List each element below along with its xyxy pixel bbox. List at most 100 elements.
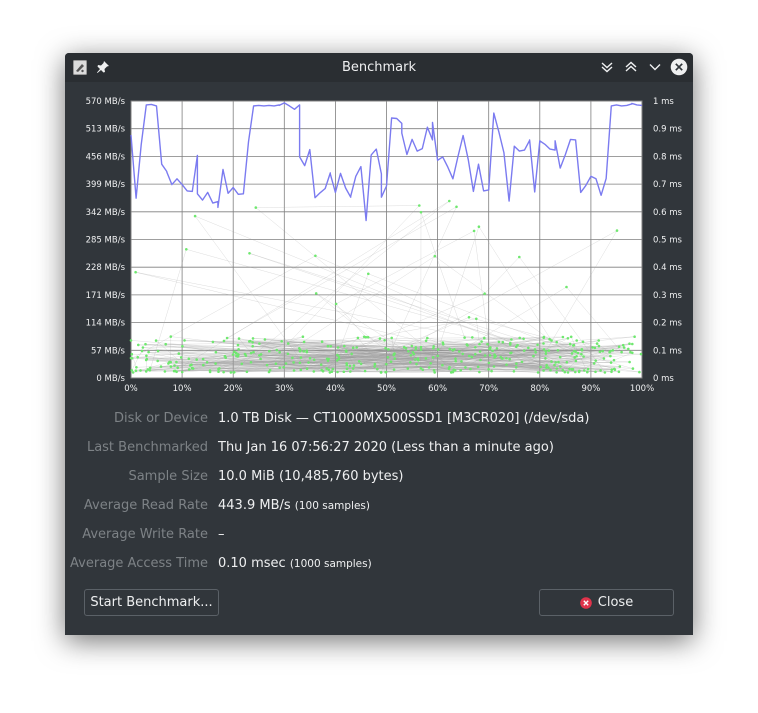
access-time-point [522,337,525,341]
access-time-point [308,356,312,360]
access-time-point [476,365,480,369]
access-time-point [325,357,329,361]
access-time-point [448,365,451,369]
y-left-tick-label: 570 MB/s [86,97,126,107]
access-time-point [469,367,472,371]
access-time-point [539,365,542,369]
access-time-point [533,348,537,351]
minimize-icon[interactable] [646,58,664,76]
access-time-point [335,359,339,362]
access-time-point [359,362,363,366]
access-time-point [470,355,474,359]
detail-label: Average Write Rate [82,527,208,542]
access-time-point [205,361,209,364]
drive-harddisk-icon[interactable] [72,59,88,75]
access-time-point [617,345,621,348]
access-time-point [291,356,294,360]
access-time-point [284,362,288,365]
benchmark-chart: 0% 10% 20% 30% 40% 50% 60% 70% 80% 90% 100% 0 MB/s 0… [86,97,683,394]
access-time-point [414,346,418,349]
access-time-point [527,346,530,350]
access-time-point [390,336,394,340]
access-time-point [352,364,356,367]
access-time-point [146,368,150,371]
access-time-point [163,370,167,373]
detail-label: Sample Size [128,469,208,484]
detail-label: Disk or Device [114,411,208,426]
access-time-point [515,362,518,366]
access-time-point [595,342,599,345]
access-time-point [356,336,360,340]
y-left-tick-label: 228 MB/s [86,263,126,273]
keep-above-icon[interactable] [622,58,640,76]
access-time-point [536,371,540,374]
access-time-point [566,371,570,374]
access-time-point [141,346,145,349]
access-time-point [497,340,501,344]
access-time-point [298,350,302,353]
access-time-point [609,354,612,358]
access-time-point [187,357,191,361]
access-time-point [312,358,316,362]
access-time-point [402,345,406,349]
access-time-point [494,354,497,358]
detail-note: (1000 samples) [289,558,372,570]
access-time-point [633,335,636,338]
window-title: Benchmark [341,60,417,75]
access-time-point [542,369,545,372]
access-time-point [173,364,176,367]
access-time-point [129,339,133,342]
access-time-point [208,370,212,374]
y-left-tick-label: 57 MB/s [91,346,126,356]
access-time-point [248,252,251,255]
access-time-point [383,339,386,342]
access-time-point [195,358,198,361]
access-time-point [314,292,318,295]
access-time-point [254,206,258,209]
y-left-tick-label: 399 MB/s [86,180,126,190]
access-time-point [556,349,560,352]
y-left-tick-label: 171 MB/s [86,291,126,301]
access-time-point [509,341,512,345]
access-time-point [180,370,184,374]
access-time-point [225,336,229,340]
access-time-point [561,368,564,372]
access-time-point [312,370,316,373]
access-time-point [298,361,302,365]
access-time-point [305,349,308,353]
y-left-tick-label: 114 MB/s [86,319,126,329]
access-time-point [156,359,159,363]
access-time-point [547,349,551,352]
access-time-point [419,345,423,349]
access-time-point [307,361,310,364]
x-tick-label: 100% [630,384,654,394]
access-time-point [534,351,537,354]
access-time-point [223,354,227,358]
access-time-point [278,366,281,370]
access-time-point [512,370,516,373]
close-button[interactable]: Close [539,589,674,616]
access-time-point [172,369,176,373]
detail-value: 443.9 MB/s (100 samples) [218,498,370,513]
access-time-point [140,349,144,353]
access-time-point [574,359,578,363]
pin-icon[interactable] [95,59,111,75]
access-time-point [176,366,179,370]
access-time-point [491,349,495,353]
access-time-point [249,351,253,355]
start-benchmark-button[interactable]: Start Benchmark... [84,589,219,616]
access-time-point [622,346,626,349]
access-time-point [547,366,550,369]
keep-below-icon[interactable] [598,58,616,76]
access-time-point [136,355,139,359]
access-time-point [557,360,560,364]
close-window-icon[interactable] [670,58,688,76]
access-time-point [232,371,235,374]
access-time-point [436,354,440,358]
y-right-tick-label: 0.4 ms [653,263,682,273]
access-time-point [568,367,571,371]
access-time-point [268,368,272,372]
access-time-point [148,366,152,370]
detail-value: Thu Jan 16 07:56:27 2020 (Less than a mi… [218,440,554,455]
access-time-point [499,355,503,359]
